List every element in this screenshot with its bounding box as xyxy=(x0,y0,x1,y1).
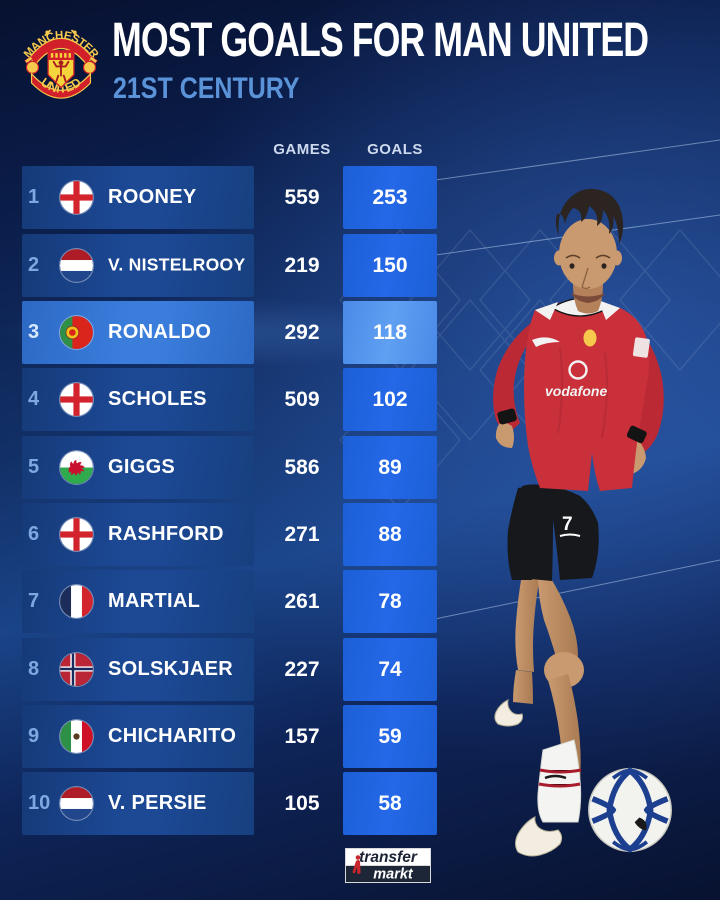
svg-text:transfer: transfer xyxy=(359,849,418,866)
svg-text:markt: markt xyxy=(373,867,414,883)
svg-text:vodafone: vodafone xyxy=(545,383,607,399)
svg-text:7: 7 xyxy=(562,514,573,535)
